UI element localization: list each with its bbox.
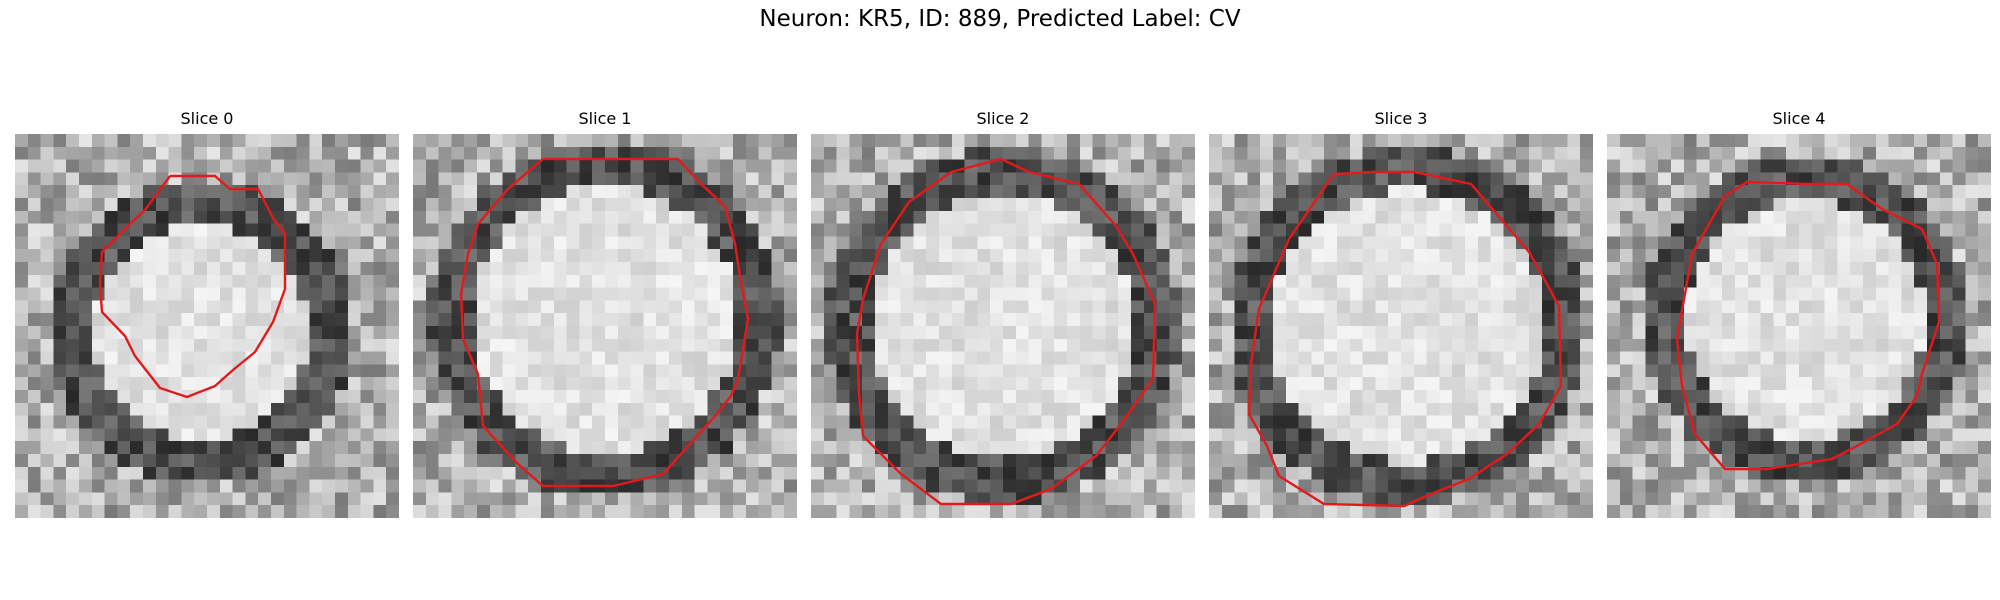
- slice-image: [15, 134, 399, 518]
- contour-outline: [98, 174, 287, 399]
- slice-panel-2: Slice 2: [811, 108, 1195, 518]
- contour-outline: [459, 157, 750, 488]
- slice-title: Slice 3: [1374, 109, 1428, 128]
- slice-title: Slice 0: [180, 109, 234, 128]
- slice-panel-4: Slice 4: [1607, 108, 1991, 518]
- slice-image: [413, 134, 797, 518]
- slice-panel-3: Slice 3: [1209, 108, 1593, 518]
- slice-image: [1607, 134, 1991, 518]
- figure-title: Neuron: KR5, ID: 889, Predicted Label: C…: [759, 6, 1241, 32]
- slice-image: [811, 134, 1195, 518]
- slice-image: [1209, 134, 1593, 518]
- micrograph-canvas: [1607, 134, 1991, 518]
- slice-title: Slice 4: [1772, 109, 1826, 128]
- contour-outline: [855, 157, 1157, 506]
- slice-title: Slice 2: [976, 109, 1030, 128]
- slice-title: Slice 1: [578, 109, 632, 128]
- segmentation-contour: [855, 157, 1157, 506]
- segmentation-contour: [98, 174, 287, 399]
- micrograph-canvas: [811, 134, 1195, 518]
- contour-outline: [1675, 180, 1941, 471]
- segmentation-contour: [1675, 180, 1941, 471]
- micrograph-canvas: [1209, 134, 1593, 518]
- slice-panel-0: Slice 0: [15, 108, 399, 518]
- segmentation-contour: [459, 157, 750, 488]
- micrograph-canvas: [413, 134, 797, 518]
- micrograph-canvas: [15, 134, 399, 518]
- contour-outline: [1247, 170, 1563, 508]
- segmentation-contour: [1247, 170, 1563, 508]
- slice-panel-1: Slice 1: [413, 108, 797, 518]
